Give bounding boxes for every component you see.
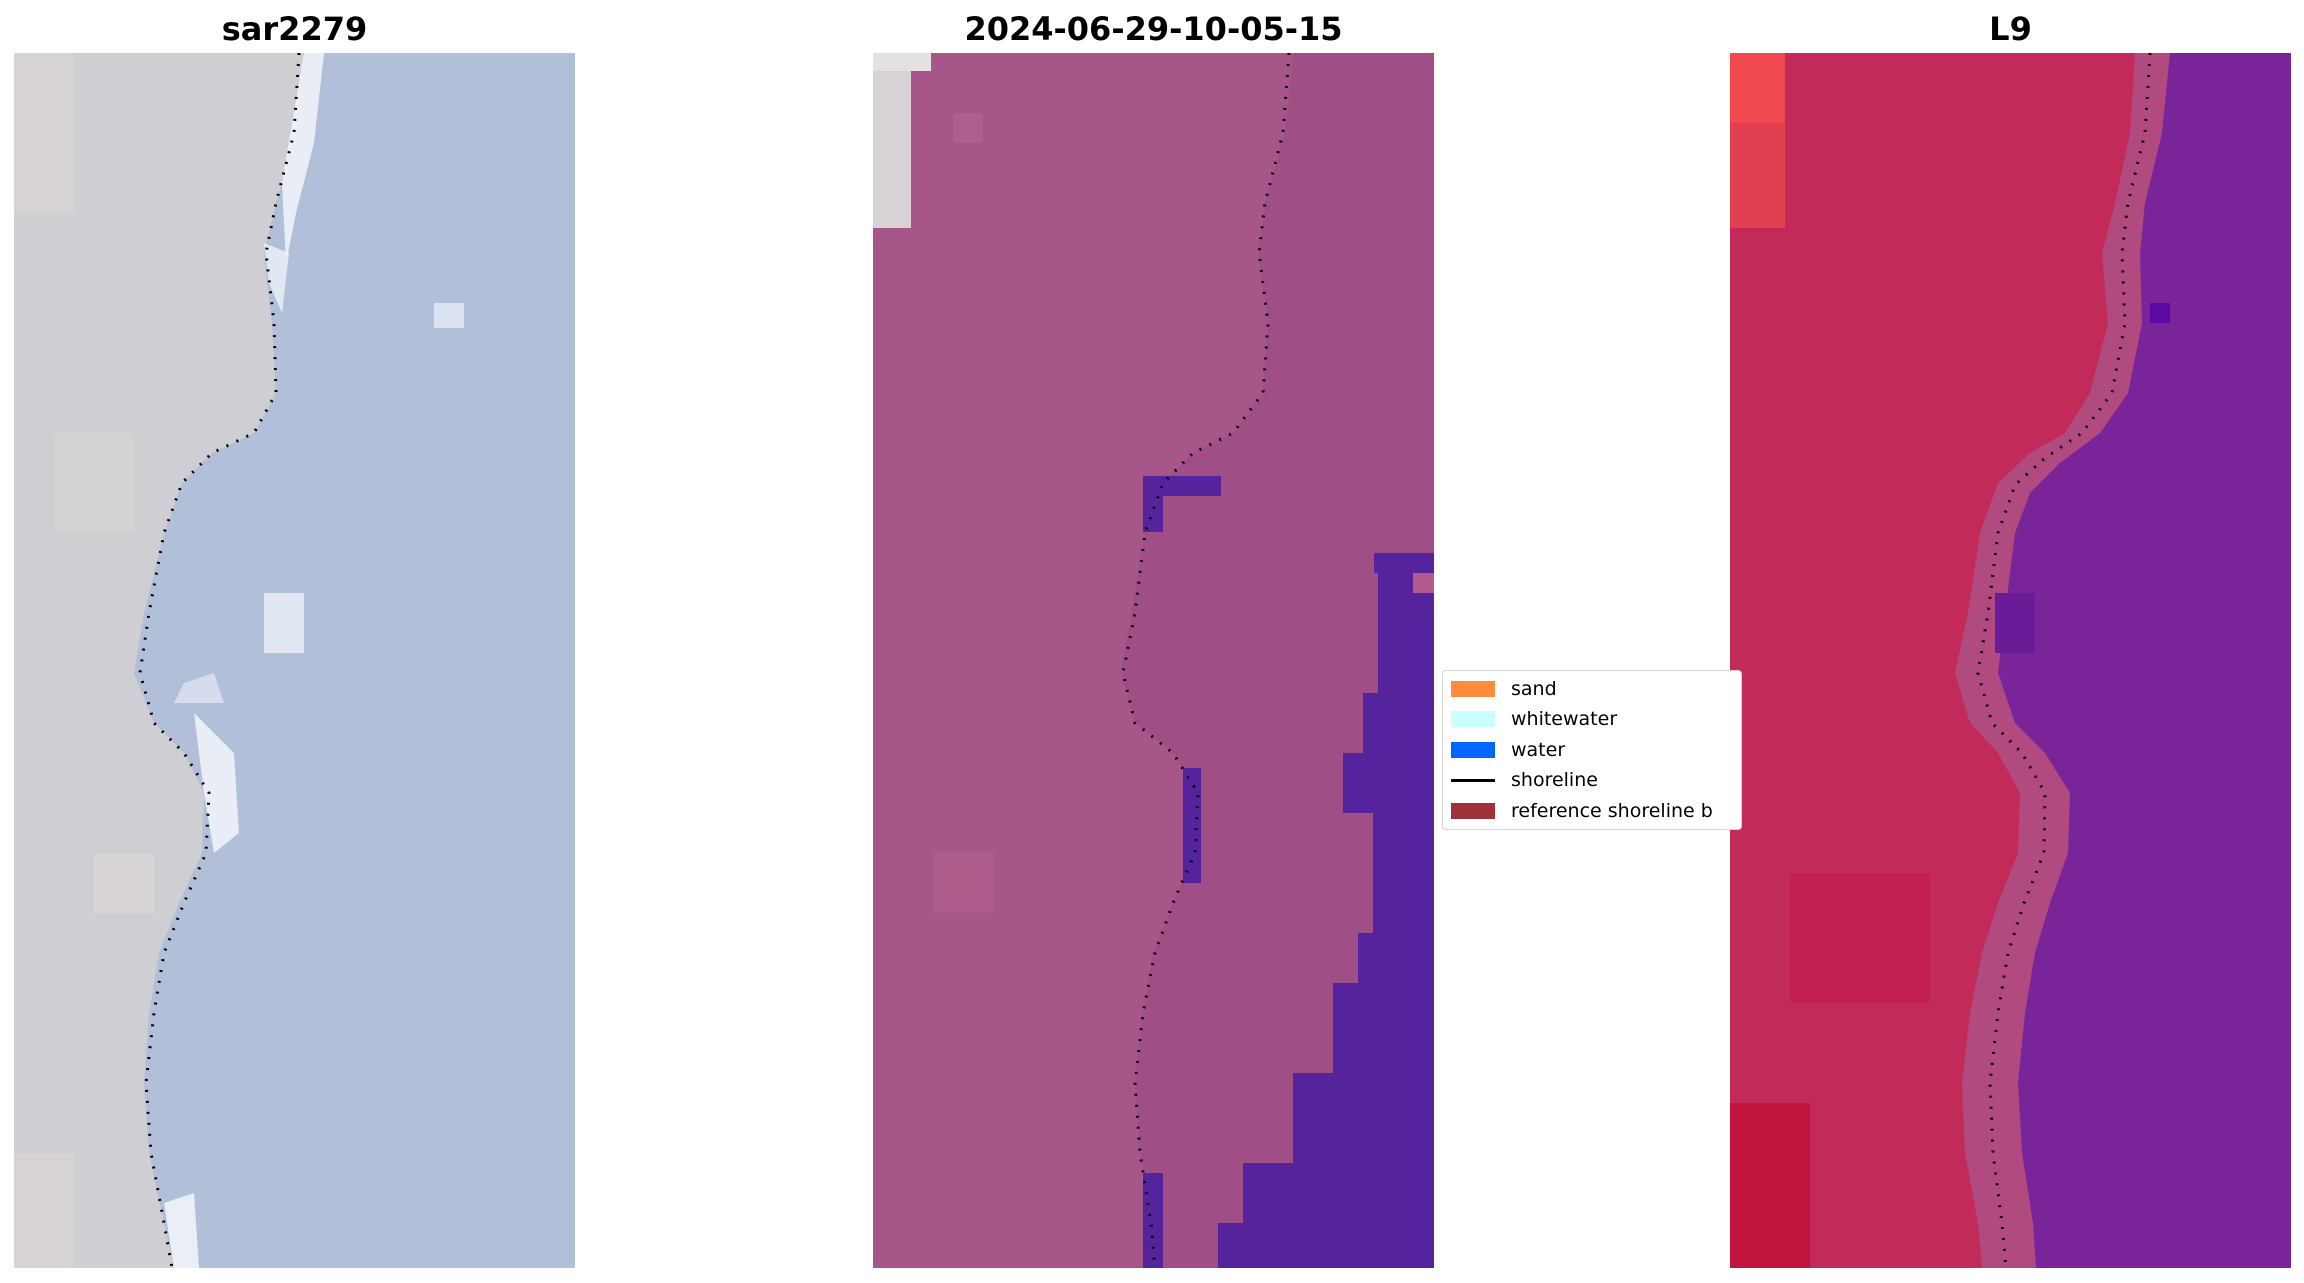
shoreline-line	[138, 53, 301, 1268]
classified-image	[873, 53, 1434, 1268]
land-area	[873, 53, 1293, 1268]
legend-line-shoreline	[1451, 772, 1495, 788]
legend-label-whitewater: whitewater	[1511, 708, 1618, 730]
legend-item-water: water	[1451, 736, 1565, 764]
panel-title-index: L9	[1989, 10, 2032, 48]
legend-label-water: water	[1511, 739, 1566, 761]
shoreline-line	[1976, 53, 2152, 1268]
legend-item-shoreline: shoreline	[1451, 766, 1598, 794]
rgb-image-panel	[14, 53, 575, 1268]
legend-item-reference-shoreline: reference shoreline b	[1451, 797, 1713, 825]
legend-swatch-sand	[1451, 681, 1495, 697]
legend-item-whitewater: whitewater	[1451, 705, 1617, 733]
legend: sand whitewater water shoreline referenc…	[1442, 670, 1742, 830]
panel-title-classified: 2024-06-29-10-05-15	[964, 10, 1343, 48]
water-class-region	[1218, 553, 1434, 1268]
index-image-panel	[1730, 53, 2291, 1268]
land-area	[14, 53, 304, 1268]
legend-swatch-whitewater	[1451, 711, 1495, 727]
classified-image-panel	[873, 53, 1434, 1268]
legend-label-shoreline: shoreline	[1511, 769, 1598, 791]
panel-title-rgb: sar2279	[221, 10, 368, 48]
legend-swatch-water	[1451, 742, 1495, 758]
legend-label-sand: sand	[1511, 678, 1557, 700]
legend-item-sand: sand	[1451, 675, 1557, 703]
legend-swatch-reference-shoreline	[1451, 803, 1495, 819]
rgb-image	[14, 53, 575, 1268]
legend-label-reference-shoreline: reference shoreline b	[1511, 800, 1713, 822]
index-image	[1730, 53, 2291, 1268]
